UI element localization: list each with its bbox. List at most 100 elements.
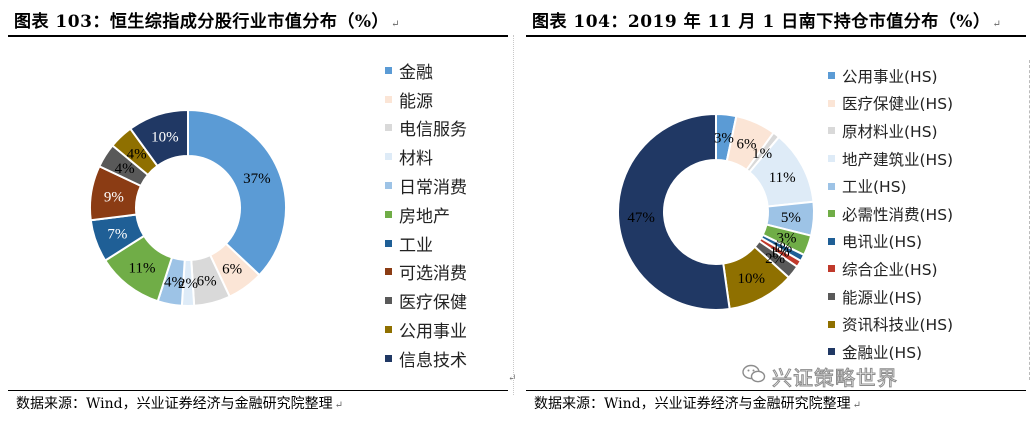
watermark-text: 兴证策略世界 (772, 366, 898, 391)
legend-label: 能源业(HS) (842, 288, 923, 307)
legend-swatch (385, 153, 392, 161)
right-title-rule (526, 35, 1026, 37)
right-chart-title: 图表 104：2019 年 11 月 1 日南下持仓市值分布（%） ↵ (532, 12, 1002, 32)
right-data-label-7: 1% (772, 240, 792, 256)
paragraph-mark: ↵ (508, 373, 517, 384)
right-legend-item: 地产建筑业(HS) (828, 145, 953, 173)
right-legend-item: 工业(HS) (828, 172, 953, 200)
legend-label: 可选消费 (399, 264, 467, 285)
right-legend-item: 金融业(HS) (828, 338, 953, 366)
left-legend-item: 材料 (385, 142, 467, 171)
left-data-label-3: 6% (197, 274, 217, 290)
legend-label: 工业(HS) (842, 178, 907, 197)
left-chart-title: 图表 103：恒生综指成分股行业市值分布（%） ↵ (14, 12, 400, 32)
legend-swatch (828, 320, 835, 328)
left-slice-11 (129, 108, 189, 168)
legend-label: 日常消费 (399, 178, 467, 199)
legend-label: 材料 (399, 149, 433, 170)
legend-label: 原材料业(HS) (842, 122, 938, 141)
left-data-label-11: 10% (151, 130, 179, 146)
right-legend-item: 能源业(HS) (828, 283, 953, 311)
legend-label: 能源 (399, 91, 433, 112)
legend-swatch (385, 210, 392, 218)
legend-swatch (828, 155, 835, 163)
left-donut-chart: 37%6%6%2%4%11%7%9%4%4%10% (89, 108, 287, 308)
legend-swatch (828, 293, 835, 301)
left-legend-item: 电信服务 (385, 114, 467, 143)
legend-swatch (828, 72, 835, 80)
legend-label: 电信服务 (399, 120, 467, 141)
panel-divider (513, 35, 514, 395)
page-edge-mark (1023, 60, 1030, 380)
legend-label: 必需性消费(HS) (842, 205, 954, 224)
right-data-label-10: 10% (737, 271, 765, 287)
left-data-label-7: 7% (107, 226, 127, 242)
legend-swatch (828, 237, 835, 245)
right-legend-item: 电讯业(HS) (828, 228, 953, 256)
legend-swatch (828, 265, 835, 273)
legend-swatch (385, 182, 392, 190)
legend-swatch (385, 66, 392, 74)
legend-label: 医疗保健 (399, 293, 467, 314)
left-data-label-2: 6% (222, 262, 242, 278)
left-data-label-4: 2% (178, 276, 198, 292)
right-legend-item: 医疗保健业(HS) (828, 90, 953, 118)
left-data-label-9: 4% (115, 161, 135, 177)
legend-label: 电讯业(HS) (842, 233, 923, 252)
right-source-note: 数据来源：Wind，兴业证券经济与金融研究院整理 ↵ (534, 396, 861, 412)
legend-label: 公用事业 (399, 322, 467, 343)
legend-label: 信息技术 (399, 350, 467, 371)
right-legend-item: 公用事业(HS) (828, 62, 953, 90)
legend-label: 公用事业(HS) (842, 67, 938, 86)
legend-swatch (828, 99, 835, 107)
left-data-label-8: 9% (104, 189, 124, 205)
left-data-label-6: 11% (129, 260, 156, 276)
right-data-label-11: 47% (627, 210, 655, 226)
legend-swatch (828, 348, 835, 356)
right-data-label-4: 11% (769, 170, 796, 186)
right-data-label-5: 5% (781, 210, 801, 226)
right-data-label-8: 1% (770, 245, 790, 261)
legend-swatch (828, 127, 835, 135)
legend-swatch (385, 326, 392, 334)
legend-swatch (385, 268, 392, 276)
legend-label: 房地产 (399, 206, 450, 227)
right-legend-item: 必需性消费(HS) (828, 200, 953, 228)
right-slice-11 (617, 112, 731, 311)
legend-label: 综合企业(HS) (842, 260, 938, 279)
left-source-note: 数据来源：Wind，兴业证券经济与金融研究院整理 ↵ (16, 396, 343, 412)
legend-swatch (385, 354, 392, 362)
legend-label: 医疗保健业(HS) (842, 95, 954, 114)
right-data-label-6: 3% (776, 231, 796, 247)
left-legend-item: 日常消费 (385, 171, 467, 200)
left-data-label-5: 4% (164, 275, 184, 291)
right-data-label-1: 3% (714, 130, 734, 146)
right-data-label-9: 2% (765, 251, 785, 267)
right-legend-item: 综合企业(HS) (828, 255, 953, 283)
left-legend-item: 能源 (385, 85, 467, 114)
legend-swatch (385, 95, 392, 103)
right-data-label-3: 1% (752, 146, 772, 162)
legend-label: 金融 (399, 62, 433, 83)
legend-label: 金融业(HS) (842, 343, 923, 362)
left-legend-item: 医疗保健 (385, 286, 467, 315)
left-legend-item: 信息技术 (385, 344, 467, 373)
right-legend: 公用事业(HS) 医疗保健业(HS) 原材料业(HS) 地产建筑业(HS) 工业… (828, 62, 953, 366)
left-slice-1 (187, 108, 287, 277)
left-legend-item: 可选消费 (385, 258, 467, 287)
legend-swatch (385, 297, 392, 305)
left-legend: 金融 能源 电信服务 材料 日常消费 房地产 工业 可选消费 医疗保健 公用事业… (385, 56, 467, 373)
left-data-label-1: 37% (243, 171, 271, 187)
left-legend-item: 工业 (385, 229, 467, 258)
right-data-label-2: 6% (737, 136, 757, 152)
left-legend-item: 金融 (385, 56, 467, 85)
right-legend-item: 原材料业(HS) (828, 117, 953, 145)
legend-swatch (828, 182, 835, 190)
right-donut-chart: 3% 6%1%11%5%3%1%1%2%10%47% (617, 112, 815, 311)
left-data-label-10: 4% (127, 146, 147, 162)
wechat-icon (742, 364, 766, 383)
legend-label: 资讯科技业(HS) (842, 316, 954, 335)
left-chart-panel: 图表 103：恒生综指成分股行业市值分布（%） ↵ 37% 6% 6% 2% 4% 11% 7… (0, 0, 517, 426)
left-title-rule (8, 35, 508, 37)
left-legend-item: 房地产 (385, 200, 467, 229)
